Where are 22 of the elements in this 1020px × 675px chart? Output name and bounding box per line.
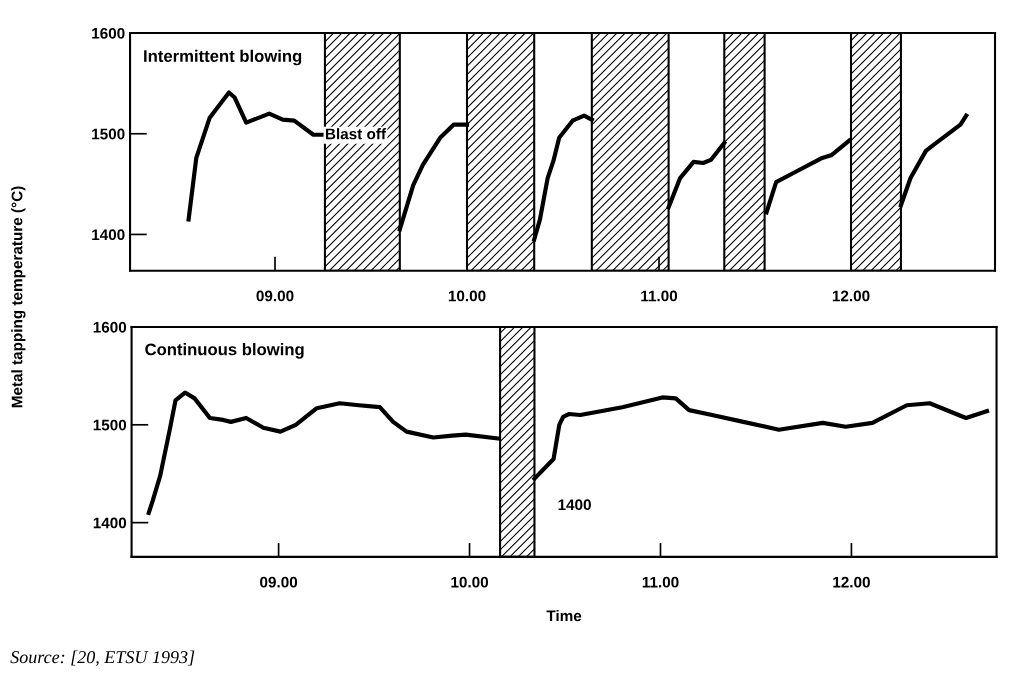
x-tick-label: 11.00 <box>641 290 678 302</box>
annotation: 1400 <box>558 499 591 511</box>
y-tick-label: 1400 <box>92 229 125 241</box>
y-tick-label: 1500 <box>92 128 125 140</box>
y-tick-label: 1600 <box>93 321 127 333</box>
text: Continuous blowing <box>145 343 304 359</box>
x-tick-label: 10.00 <box>448 290 486 302</box>
source-note: Source: [20, ETSU 1993] <box>10 650 195 666</box>
x-tick-label: 09.00 <box>260 576 298 588</box>
x-tick-label: 11.00 <box>642 576 679 588</box>
x-tick-label: 09.00 <box>256 290 294 302</box>
annotation: Blast off <box>325 128 387 140</box>
line-series <box>186 90 326 222</box>
x-tick-label: 12.00 <box>833 576 870 588</box>
y-tick-label: 1500 <box>93 419 127 431</box>
x-tick-label: 12.00 <box>832 290 870 302</box>
x-tick-label: 10.00 <box>451 576 489 588</box>
y-tick-label: 1400 <box>93 517 127 529</box>
y-axis-title: Metal tapping temperature (°C) <box>11 186 26 408</box>
text: Intermittent blowing <box>144 49 302 66</box>
y-tick-label: 1600 <box>92 27 125 39</box>
x-axis-title: Time <box>546 610 582 622</box>
